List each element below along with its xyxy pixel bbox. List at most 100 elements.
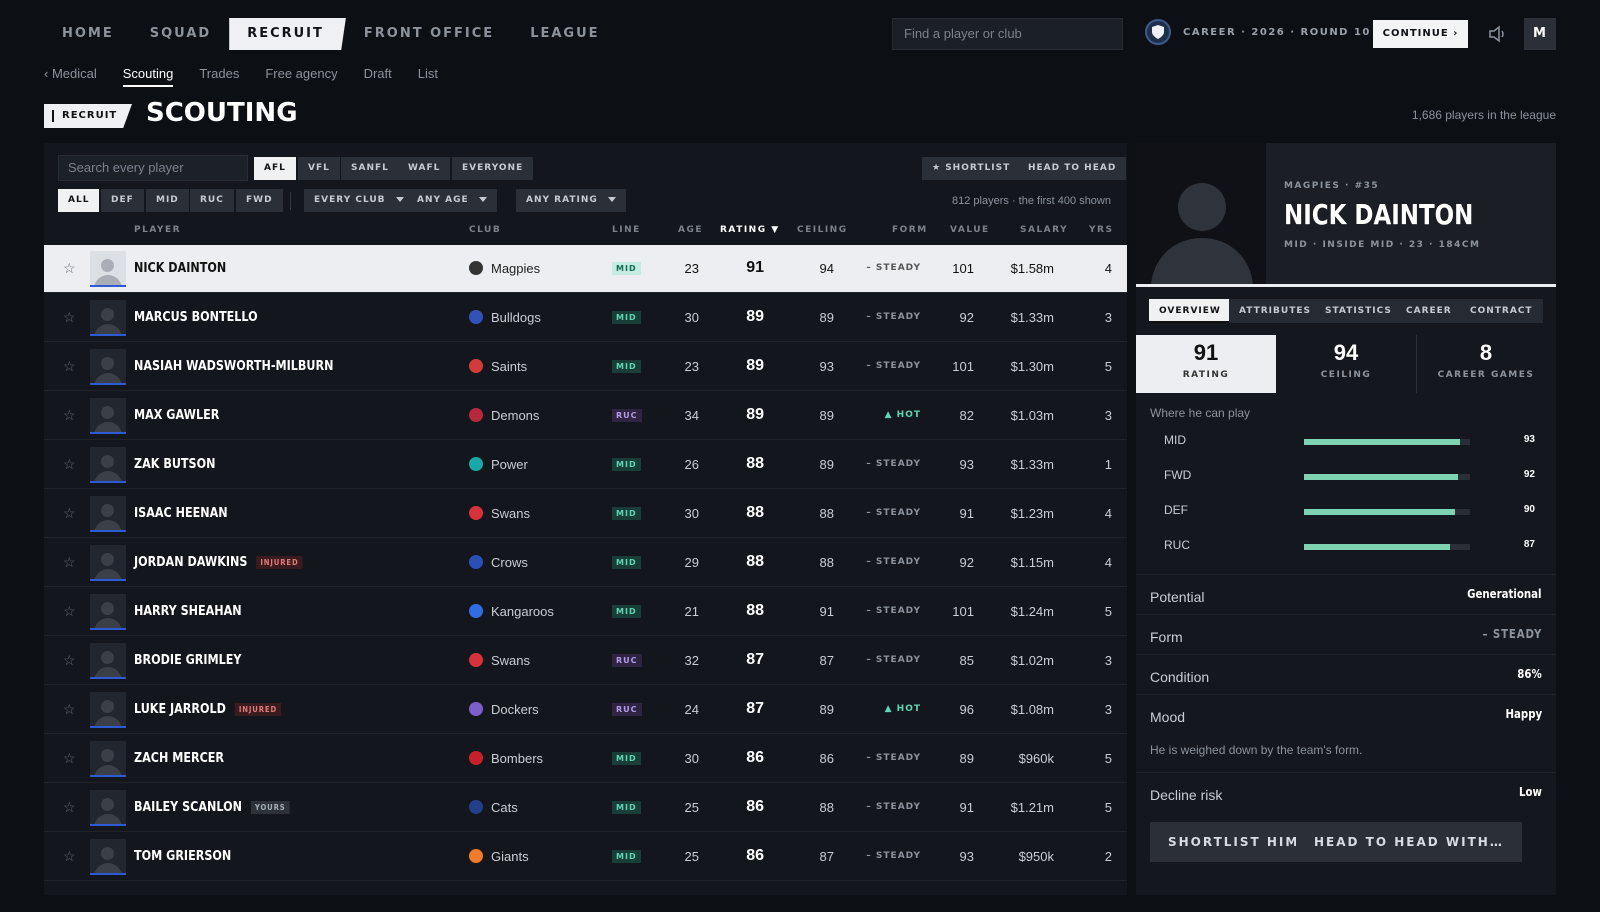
player-name-text: ISAAC HEENAN — [134, 506, 228, 521]
table-row[interactable]: ☆ MARCUS BONTELLO Bulldogs MID 30 89 89 – STEAD… — [44, 294, 1127, 342]
filter-line-def[interactable]: DEF — [101, 189, 144, 212]
club-logo-icon — [469, 800, 483, 814]
age-filter-dropdown[interactable]: ANY AGE — [407, 189, 497, 212]
player-form: – STEADY — [866, 655, 921, 665]
table-row[interactable]: ☆ ISAAC HEENAN Swans MID 30 88 88 – STEADY 91 $1.… — [44, 490, 1127, 538]
player-value: 92 — [959, 555, 974, 570]
shortlist-him-button[interactable]: SHORTLIST HIM — [1150, 822, 1318, 862]
filter-league-wafl[interactable]: WAFL — [398, 157, 451, 180]
continue-button[interactable]: CONTINUE › — [1373, 20, 1468, 48]
shortlist-star-icon[interactable]: ☆ — [63, 652, 76, 668]
shortlist-star-icon[interactable]: ☆ — [63, 799, 76, 815]
col-form[interactable]: FORM — [892, 225, 928, 235]
filter-league-sanfl[interactable]: SANFL — [341, 157, 399, 180]
position-rating-value: 87 — [1523, 539, 1535, 550]
table-row[interactable]: ☆ BAILEY SCANLON YOURS Cats MID 25 86 88 – STEAD… — [44, 784, 1127, 832]
player-club: Saints — [469, 359, 527, 374]
shortlist-star-icon[interactable]: ☆ — [63, 603, 76, 619]
line-badge: RUC — [612, 409, 642, 422]
shortlist-star-icon[interactable]: ☆ — [63, 407, 76, 423]
user-avatar-button[interactable]: M — [1524, 18, 1556, 50]
player-name-text: BRODIE GRIMLEY — [134, 653, 242, 668]
col-yrs[interactable]: YRS — [1089, 225, 1114, 235]
club-filter-dropdown[interactable]: EVERY CLUB — [304, 189, 414, 212]
tab-attributes[interactable]: ATTRIBUTES — [1229, 299, 1321, 323]
col-ceiling[interactable]: CEILING — [797, 225, 848, 235]
table-row[interactable]: ☆ NASIAH WADSWORTH-MILBURN Saints MID 23 89 93… — [44, 343, 1127, 391]
table-row[interactable]: ☆ BRODIE GRIMLEY Swans RUC 32 87 87 – STEADY 85 $… — [44, 637, 1127, 685]
filter-league-everyone[interactable]: EVERYONE — [452, 157, 534, 180]
sound-icon[interactable] — [1488, 25, 1508, 43]
table-row[interactable]: ☆ ZAK BUTSON Power MID 26 88 89 – STEADY 93 $1.33… — [44, 441, 1127, 489]
attribute-row: Potential Generational — [1136, 574, 1556, 614]
nav-league[interactable]: LEAGUE — [530, 26, 600, 41]
table-row[interactable]: ☆ ZACH MERCER Bombers MID 30 86 86 – STEADY 89 $9… — [44, 735, 1127, 783]
shortlist-star-icon[interactable]: ☆ — [63, 750, 76, 766]
attribute-row: Mood Happy — [1136, 694, 1556, 734]
col-player[interactable]: PLAYER — [134, 225, 182, 235]
subnav-back-medical[interactable]: ‹ Medical — [44, 66, 97, 81]
col-club[interactable]: CLUB — [469, 225, 502, 235]
nav-home[interactable]: HOME — [62, 26, 114, 41]
rating-filter-dropdown[interactable]: ANY RATING — [516, 189, 626, 212]
table-row[interactable]: ☆ HARRY SHEAHAN Kangaroos MID 21 88 91 – STEADY… — [44, 588, 1127, 636]
col-age[interactable]: AGE — [678, 225, 704, 235]
shortlist-star-icon[interactable]: ☆ — [63, 260, 76, 276]
shortlist-star-icon[interactable]: ☆ — [63, 701, 76, 717]
shortlist-star-icon[interactable]: ☆ — [63, 358, 76, 374]
shortlist-star-icon[interactable]: ☆ — [63, 554, 76, 570]
filter-line-ruc[interactable]: RUC — [190, 189, 234, 212]
tab-statistics[interactable]: STATISTICS — [1315, 299, 1402, 323]
club-logo-icon — [469, 751, 483, 765]
player-contract-years: 5 — [1104, 604, 1112, 619]
player-value: 101 — [952, 261, 974, 276]
table-row[interactable]: ☆ TOM GRIERSON Giants MID 25 86 87 – STEADY 93 $9… — [44, 833, 1127, 881]
shortlist-star-icon[interactable]: ☆ — [63, 848, 76, 864]
table-row[interactable]: ☆ LUKE JARROLD INJURED Dockers RUC 24 87 89 ▲ HO… — [44, 686, 1127, 734]
shortlist-button[interactable]: ★ SHORTLIST — [922, 157, 1021, 180]
tab-career[interactable]: CAREER — [1396, 299, 1462, 323]
table-row[interactable]: ☆ JORDAN DAWKINS INJURED Crows MID 29 88 88 – ST… — [44, 539, 1127, 587]
table-row[interactable]: ☆ MAX GAWLER Demons RUC 34 89 89 ▲ HOT 82 $1.03m 3 — [44, 392, 1127, 440]
col-value[interactable]: VALUE — [950, 225, 990, 235]
tab-overview[interactable]: OVERVIEW — [1149, 299, 1231, 323]
col-line[interactable]: LINE — [612, 225, 641, 235]
player-contract-years: 3 — [1104, 702, 1112, 717]
player-age: 30 — [684, 751, 699, 766]
table-row[interactable]: ☆ NICK DAINTON Magpies MID 23 91 94 – STEADY 101… — [44, 245, 1127, 293]
subnav-trades[interactable]: Trades — [199, 66, 240, 81]
player-search-input[interactable]: Search every player — [58, 155, 248, 181]
stat-ceiling-label: CEILING — [1320, 370, 1372, 380]
subnav-draft[interactable]: Draft — [363, 66, 392, 81]
subnav-list[interactable]: List — [417, 66, 438, 81]
player-ceiling: 94 — [819, 261, 834, 276]
club-name: Swans — [491, 653, 531, 668]
player-age: 25 — [684, 849, 699, 864]
filter-league-afl[interactable]: AFL — [254, 157, 296, 180]
nav-squad[interactable]: SQUAD — [149, 26, 212, 41]
filter-line-all[interactable]: ALL — [58, 189, 100, 212]
player-rating: 86 — [746, 798, 764, 815]
shortlist-star-icon[interactable]: ☆ — [63, 309, 76, 325]
col-salary[interactable]: SALARY — [1020, 225, 1069, 235]
head-to-head-with-button[interactable]: HEAD TO HEAD WITH… — [1296, 822, 1522, 862]
nav-front-office[interactable]: FRONT OFFICE — [363, 26, 495, 41]
subnav-scouting[interactable]: Scouting — [122, 66, 174, 87]
player-status-badge: INJURED — [256, 556, 303, 569]
nav-recruit[interactable]: RECRUIT — [229, 18, 346, 50]
line-badge: MID — [612, 458, 641, 471]
player-salary: $1.23m — [1010, 506, 1054, 521]
shortlist-star-icon[interactable]: ☆ — [63, 505, 76, 521]
subnav-free-agency[interactable]: Free agency — [265, 66, 338, 81]
col-rating[interactable]: RATING ▼ — [720, 225, 780, 235]
shortlist-star-icon[interactable]: ☆ — [63, 456, 76, 472]
decline-risk-row: Decline risk Low — [1136, 772, 1556, 812]
filter-line-fwd[interactable]: FWD — [236, 189, 283, 212]
filter-league-vfl[interactable]: VFL — [298, 157, 340, 180]
player-subtitle: MID · INSIDE MID · 23 · 184CM — [1284, 240, 1481, 250]
tab-contract[interactable]: CONTRACT — [1460, 299, 1543, 323]
head-to-head-button[interactable]: HEAD TO HEAD — [1018, 157, 1127, 180]
filter-line-mid[interactable]: MID — [146, 189, 189, 212]
global-search-input[interactable]: Find a player or club — [892, 18, 1123, 50]
position-rating-value: 90 — [1523, 504, 1535, 515]
